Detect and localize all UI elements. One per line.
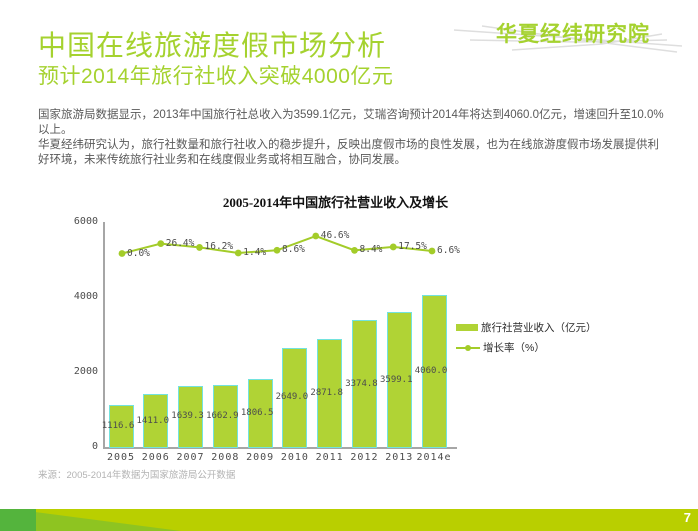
y-tick-label: 2000: [73, 366, 98, 377]
bar-value-label: 3599.1: [379, 374, 413, 385]
org-logo-label: 华夏经纬研究院: [496, 23, 650, 46]
x-tick-label: 2010: [280, 452, 309, 463]
y-tick-label: 0: [91, 441, 98, 452]
growth-point-label: 8.6%: [282, 244, 305, 256]
analysis-text: 国家旅游局数据显示，2013年中国旅行社总收入为3599.1亿元，艾瑞咨询预计2…: [38, 108, 665, 168]
bar-value-label: 1411.0: [136, 415, 170, 426]
bar-value-label: 1806.5: [240, 408, 274, 419]
footer-accent-block: [0, 509, 36, 531]
x-tick-label: 2008: [211, 452, 240, 463]
bar-2008: [212, 384, 238, 448]
bar-2012: [351, 320, 377, 448]
growth-line: [118, 232, 436, 257]
footer-bar: [0, 509, 698, 531]
growth-point: [351, 246, 358, 254]
growth-point-label: 0.0%: [127, 247, 150, 259]
x-tick-label: 2013: [385, 452, 414, 463]
x-tick-label: 2005: [106, 452, 136, 463]
bar-2007: [178, 385, 204, 448]
bar-2011: [317, 339, 343, 448]
bar-2005: [108, 405, 134, 448]
bar-value-label: 4060.0: [414, 365, 448, 376]
org-logo: 华夏经纬研究院: [453, 14, 683, 58]
leaf-watermark-icon: [453, 25, 683, 53]
legend-label-revenue: 旅行社营业收入（亿元）: [481, 322, 597, 334]
growth-point: [273, 246, 281, 254]
growth-point: [312, 232, 320, 240]
chart-title: 2005-2014年中国旅行社营业收入及增长: [222, 195, 449, 210]
x-tick-label: 2011: [315, 452, 344, 463]
page-number: 7: [683, 510, 691, 525]
bar-value-label: 3374.8: [345, 378, 378, 389]
bar-value-label: 1639.3: [171, 411, 204, 422]
legend-item-revenue: 旅行社营业收入（亿元）: [456, 320, 597, 335]
bar-value-label: 1662.9: [206, 410, 239, 421]
page-title: 中国在线旅游度假市场分析: [38, 30, 387, 61]
bar-2009: [247, 379, 273, 448]
bar-2014e: [421, 294, 447, 448]
growth-point-label: 17.5%: [398, 240, 427, 252]
x-tick-label: 2009: [246, 452, 275, 463]
x-tick-label: 2012: [350, 452, 379, 463]
y-axis: [103, 222, 105, 447]
bar-2006: [143, 394, 169, 448]
legend-swatch-revenue: [456, 324, 478, 331]
bar-value-label: 1116.6: [101, 421, 135, 432]
legend-item-growth: 增长率（%）: [456, 340, 597, 355]
growth-point-label: 6.6%: [437, 244, 460, 256]
growth-point: [157, 240, 165, 247]
x-tick-label: 2006: [141, 452, 170, 463]
x-tick-label: 2014e: [416, 452, 452, 463]
bar-value-label: 2649.0: [275, 392, 309, 403]
x-axis: [103, 447, 457, 449]
page-subtitle: 预计2014年旅行社收入突破4000亿元: [38, 65, 394, 88]
growth-point-label: 8.4%: [359, 244, 383, 256]
analysis-paragraph-2: 华夏经纬研究认为，旅行社数量和旅行社收入的稳步提升，反映出度假市场的良性发展，也…: [38, 139, 659, 166]
growth-point-label: 16.2%: [204, 241, 234, 253]
analysis-paragraph-1: 国家旅游局数据显示，2013年中国旅行社总收入为3599.1亿元，艾瑞咨询预计2…: [38, 109, 664, 136]
bar-value-label: 2871.8: [310, 388, 343, 399]
growth-point: [234, 249, 242, 257]
y-tick-label: 4000: [73, 291, 98, 302]
growth-point-label: 26.4%: [165, 237, 195, 249]
bar-2013: [386, 312, 412, 448]
legend-swatch-growth: [456, 344, 480, 352]
bar-2010: [282, 347, 308, 448]
x-tick-label: 2007: [176, 452, 205, 463]
growth-point-label: 1.4%: [243, 246, 267, 258]
growth-point: [389, 243, 397, 251]
y-tick-label: 6000: [73, 216, 98, 227]
growth-point: [118, 250, 126, 257]
growth-point: [428, 247, 436, 255]
source-note: 来源：2005-2014年数据为国家旅游局公开数据: [38, 470, 236, 481]
chart-plot-area: 0 2000 4000 6000 1116.6 2005 1411.0 2006 1639.3 2…: [60, 215, 498, 475]
growth-point-label: 46.6%: [320, 229, 350, 241]
growth-point: [196, 244, 203, 251]
legend-label-growth: 增长率（%）: [483, 342, 545, 354]
chart-legend: 旅行社营业收入（亿元） 增长率（%）: [456, 320, 597, 360]
